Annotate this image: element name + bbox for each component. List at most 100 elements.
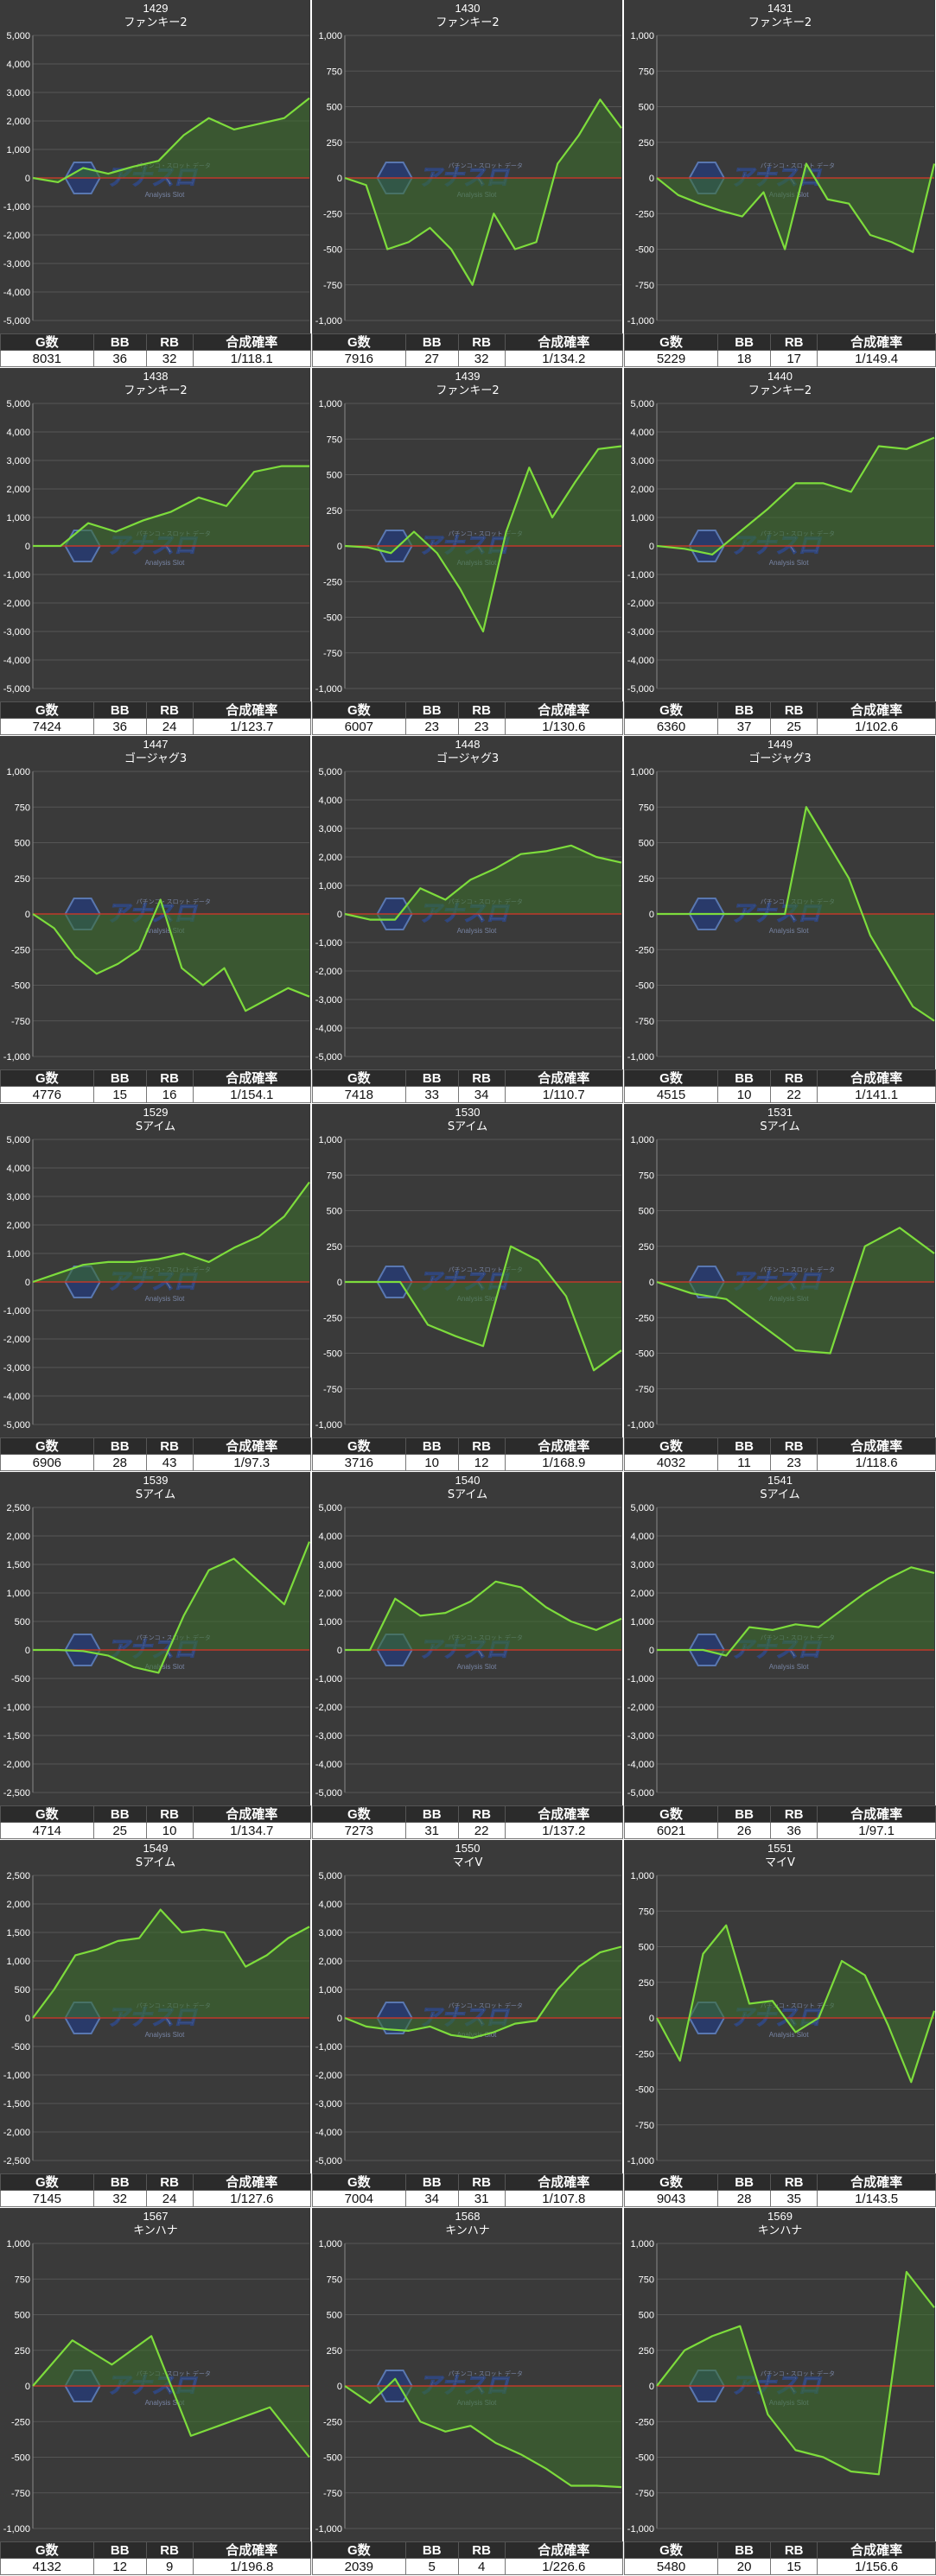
- stats-value-cell: 23: [404, 718, 459, 735]
- y-tick-label: 0: [25, 2382, 30, 2392]
- series-area: [657, 437, 934, 555]
- y-tick-label: 0: [649, 910, 654, 920]
- chart-subtitle: キンハナ: [133, 2224, 178, 2237]
- y-tick-label: 1,000: [6, 767, 30, 777]
- watermark-tagline: Analysis Slot: [145, 559, 186, 567]
- y-tick-label: -750: [11, 2489, 30, 2499]
- chart-panel: 1439 ファンキー2 1,000 750 500 250 0 -250 -500 -750 -1,…: [312, 368, 624, 736]
- y-tick-label: -3,000: [3, 1363, 30, 1374]
- chart-subtitle: Sアイム: [448, 1488, 487, 1501]
- y-tick-label: 0: [337, 1646, 342, 1656]
- y-tick-label: 1,500: [6, 1928, 30, 1938]
- y-tick-label: 0: [337, 2014, 342, 2024]
- y-tick-label: 4,000: [318, 796, 342, 806]
- stats-header-cell: 合成確率: [817, 1437, 936, 1455]
- y-tick-label: -5,000: [627, 1788, 654, 1799]
- chart-panel: 1530 Sアイム 1,000 750 500 250 0 -250 -500 -750 -1,00…: [312, 1104, 624, 1472]
- stats-value-cell: 37: [716, 718, 772, 735]
- y-tick-label: 250: [327, 2346, 342, 2357]
- stats-header-cell: BB: [92, 701, 147, 719]
- stats-header-cell: 合成確率: [817, 2173, 936, 2191]
- stats-value-cell: 36: [92, 718, 147, 735]
- stats-header-cell: BB: [716, 1069, 772, 1087]
- y-tick-label: 500: [639, 1207, 654, 1217]
- y-tick-label: -750: [323, 281, 342, 291]
- stats-header-cell: BB: [92, 1805, 147, 1823]
- stats-value-cell: 1/97.1: [817, 1822, 936, 1839]
- y-tick-label: -2,000: [627, 1703, 654, 1713]
- y-tick-label: -1,000: [315, 684, 342, 695]
- y-tick-label: 250: [15, 2346, 30, 2357]
- y-tick-label: -1,000: [315, 1420, 342, 1431]
- y-tick-label: -5,000: [315, 1052, 342, 1063]
- y-tick-label: 3,000: [318, 1928, 342, 1938]
- stats-value-cell: 1/134.2: [504, 350, 624, 367]
- chart-title: 1540: [455, 1474, 481, 1487]
- chart-title: 1549: [143, 1842, 169, 1855]
- y-tick-label: -2,000: [315, 2071, 342, 2081]
- y-tick-label: 1,000: [318, 1617, 342, 1627]
- chart-title: 1431: [767, 2, 793, 15]
- y-tick-label: -1,000: [3, 1703, 30, 1713]
- stats-header-cell: BB: [404, 2173, 459, 2191]
- y-tick-label: 1,000: [630, 767, 654, 777]
- chart-title: 1551: [767, 1842, 793, 1855]
- y-tick-label: 0: [649, 174, 654, 184]
- y-tick-label: -3,000: [315, 1731, 342, 1742]
- y-tick-label: 1,000: [630, 1135, 654, 1145]
- plot-background: [0, 736, 311, 1069]
- stats-table: G数 BB RB 合成確率 7273 31 22 1/137.2: [312, 1805, 624, 1839]
- chart-panel: 1551 マイV 1,000 750 500 250 0 -250 -500 -750 -1,000…: [624, 1840, 936, 2208]
- stats-value-cell: 27: [404, 350, 459, 367]
- y-tick-label: 750: [327, 1171, 342, 1181]
- chart-subtitle: Sアイム: [760, 1488, 799, 1501]
- chart-panel: 1447 ゴージャグ3 1,000 750 500 250 0 -250 -500 -750 -1,…: [0, 736, 312, 1104]
- watermark-tagline: Analysis Slot: [145, 1663, 186, 1671]
- watermark-tagline: Analysis Slot: [769, 927, 810, 935]
- stats-table: G数 BB RB 合成確率 9043 28 35 1/143.5: [624, 2173, 936, 2207]
- stats-value-cell: 7424: [0, 718, 94, 735]
- stats-value-cell: 28: [716, 2190, 772, 2207]
- chart-title: 1430: [455, 2, 481, 15]
- stats-value-cell: 32: [457, 350, 506, 367]
- y-tick-label: 1,000: [318, 399, 342, 409]
- stats-value-cell: 12: [457, 1454, 506, 1471]
- y-tick-label: 5,000: [318, 767, 342, 777]
- stats-header-cell: 合成確率: [504, 1069, 624, 1087]
- stats-header-cell: RB: [145, 1437, 194, 1455]
- y-tick-label: -1,000: [627, 1420, 654, 1431]
- stats-value-cell: 7418: [312, 1086, 406, 1103]
- watermark-tagline: Analysis Slot: [769, 1663, 810, 1671]
- chart-title: 1541: [767, 1474, 793, 1487]
- y-tick-label: -2,000: [3, 599, 30, 609]
- y-tick-label: 500: [639, 103, 654, 113]
- chart-subtitle: ファンキー2: [748, 16, 812, 29]
- y-tick-label: -1,000: [3, 2524, 30, 2535]
- chart-panel: 1549 Sアイム 2,500 2,000 1,500 1,000 500 0 -500 -1,0…: [0, 1840, 312, 2208]
- y-tick-label: -500: [323, 1349, 342, 1360]
- stats-value-cell: 4515: [624, 1086, 718, 1103]
- stats-header-cell: 合成確率: [504, 1805, 624, 1823]
- y-tick-label: -750: [323, 1385, 342, 1395]
- series-area: [657, 1567, 934, 1656]
- stats-header-cell: G数: [0, 1069, 94, 1087]
- stats-value-cell: 10: [145, 1822, 194, 1839]
- y-tick-label: 0: [649, 1646, 654, 1656]
- stats-header-cell: RB: [457, 1069, 506, 1087]
- chart-title: 1568: [455, 2210, 481, 2223]
- y-tick-label: -5,000: [3, 316, 30, 327]
- y-tick-label: -750: [635, 281, 654, 291]
- y-tick-label: 0: [337, 1278, 342, 1288]
- y-tick-label: 3,000: [6, 88, 30, 98]
- stats-header-cell: 合成確率: [192, 333, 312, 351]
- chart-panel: 1431 ファンキー2 1,000 750 500 250 0 -250 -500 -750 -1,…: [624, 0, 936, 368]
- y-tick-label: -2,500: [3, 2156, 30, 2167]
- stats-table: G数 BB RB 合成確率 7424 36 24 1/123.7: [0, 701, 312, 735]
- stats-value-cell: 1/97.3: [192, 1454, 312, 1471]
- stats-table: G数 BB RB 合成確率 4714 25 10 1/134.7: [0, 1805, 312, 1839]
- stats-value-cell: 5: [404, 2558, 459, 2575]
- stats-value-cell: 1/168.9: [504, 1454, 624, 1471]
